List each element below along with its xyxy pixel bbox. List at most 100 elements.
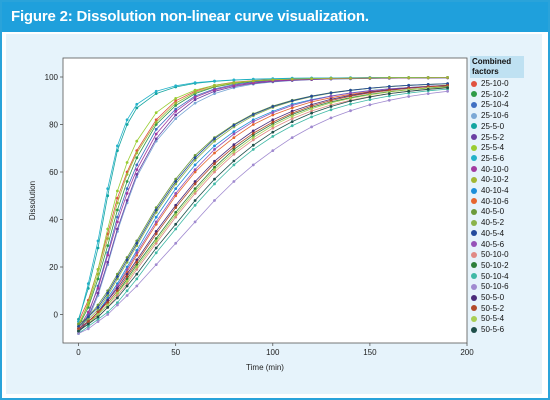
data-point — [135, 284, 139, 288]
data-point — [232, 148, 236, 151]
data-point — [213, 151, 216, 155]
legend-label: 25-10-4 — [481, 100, 509, 110]
data-point — [349, 97, 352, 100]
data-point — [193, 199, 197, 202]
data-point — [310, 104, 313, 108]
data-point — [106, 301, 110, 304]
data-point — [125, 161, 129, 164]
data-point — [213, 144, 216, 148]
legend-item: 40-10-6 — [471, 197, 509, 207]
data-point — [290, 117, 294, 120]
data-point — [310, 107, 313, 111]
legend-marker-icon — [471, 91, 477, 98]
data-point — [193, 158, 197, 162]
data-point — [174, 206, 178, 210]
data-point — [271, 135, 275, 138]
data-point — [154, 237, 158, 240]
legend-item: 40-5-6 — [471, 240, 504, 250]
data-point — [174, 97, 178, 100]
legend-marker-icon — [471, 219, 477, 226]
legend-marker-icon — [471, 80, 477, 87]
data-point — [193, 192, 197, 195]
data-point — [154, 120, 158, 124]
data-point — [154, 220, 158, 224]
data-point — [116, 189, 119, 193]
data-point — [271, 118, 275, 122]
data-point — [106, 237, 110, 240]
data-point — [116, 196, 119, 200]
data-point — [446, 89, 449, 93]
data-point — [213, 170, 216, 174]
data-point — [271, 124, 275, 128]
data-point — [125, 268, 129, 271]
data-point — [232, 123, 236, 127]
series-layer — [77, 76, 449, 335]
legend-marker-icon — [471, 144, 477, 151]
data-point — [251, 131, 255, 135]
data-point — [368, 86, 372, 90]
legend-label: 50-5-4 — [481, 314, 505, 324]
y-tick-label: 80 — [49, 121, 58, 130]
data-point — [154, 232, 158, 236]
legend-marker-icon — [471, 273, 477, 280]
legend-item: 50-10-2 — [471, 261, 509, 271]
data-point — [271, 111, 275, 114]
data-point — [232, 78, 236, 82]
data-point — [116, 201, 119, 205]
data-point — [232, 84, 236, 87]
data-point — [116, 291, 119, 295]
data-point — [96, 246, 100, 250]
data-point — [135, 106, 139, 110]
data-point — [86, 325, 90, 328]
data-point — [271, 149, 275, 153]
data-point — [290, 104, 294, 107]
data-point — [310, 77, 313, 81]
data-point — [86, 317, 90, 321]
data-point — [426, 87, 430, 91]
legend-item: 25-5-4 — [471, 143, 504, 153]
data-point — [329, 105, 333, 108]
data-point — [310, 109, 313, 113]
data-point — [106, 291, 110, 295]
data-point — [135, 260, 139, 264]
figure-header: Figure 2: Dissolution non-linear curve v… — [2, 2, 548, 32]
data-point — [154, 111, 158, 114]
data-point — [193, 156, 197, 160]
data-point — [387, 98, 391, 102]
data-point — [251, 123, 255, 126]
data-point — [193, 154, 197, 157]
data-point — [96, 291, 100, 295]
data-point — [271, 130, 275, 134]
data-point — [329, 94, 333, 98]
figure-title: Figure 2: Dissolution non-linear curve v… — [11, 8, 369, 25]
data-point — [116, 294, 119, 297]
legend-label: 40-10-4 — [481, 186, 509, 195]
data-point — [125, 279, 129, 283]
x-tick-label: 50 — [171, 348, 180, 357]
data-point — [125, 173, 129, 176]
legend-item: 40-5-0 — [471, 207, 504, 217]
data-point — [106, 310, 110, 314]
legend-item: 25-5-0 — [471, 122, 504, 132]
y-tick-label: 100 — [45, 73, 59, 82]
data-point — [193, 91, 197, 94]
data-point — [106, 194, 110, 198]
data-point — [251, 129, 255, 133]
data-point — [96, 277, 100, 281]
legend-label: 40-5-4 — [481, 228, 505, 238]
data-point — [135, 277, 139, 281]
data-point — [135, 102, 139, 106]
data-point — [232, 150, 236, 154]
legend-label: 40-5-6 — [481, 239, 505, 249]
data-point — [426, 92, 430, 95]
data-point — [135, 163, 139, 167]
legend-title: Combined factors — [472, 57, 512, 76]
legend-marker-icon — [471, 241, 477, 247]
data-point — [251, 113, 255, 116]
data-point — [213, 79, 216, 83]
data-point — [154, 215, 158, 219]
legend-marker-icon — [471, 326, 477, 333]
legend-label: 40-5-0 — [481, 207, 505, 217]
legend-marker-icon — [471, 187, 477, 194]
data-point — [193, 88, 197, 92]
